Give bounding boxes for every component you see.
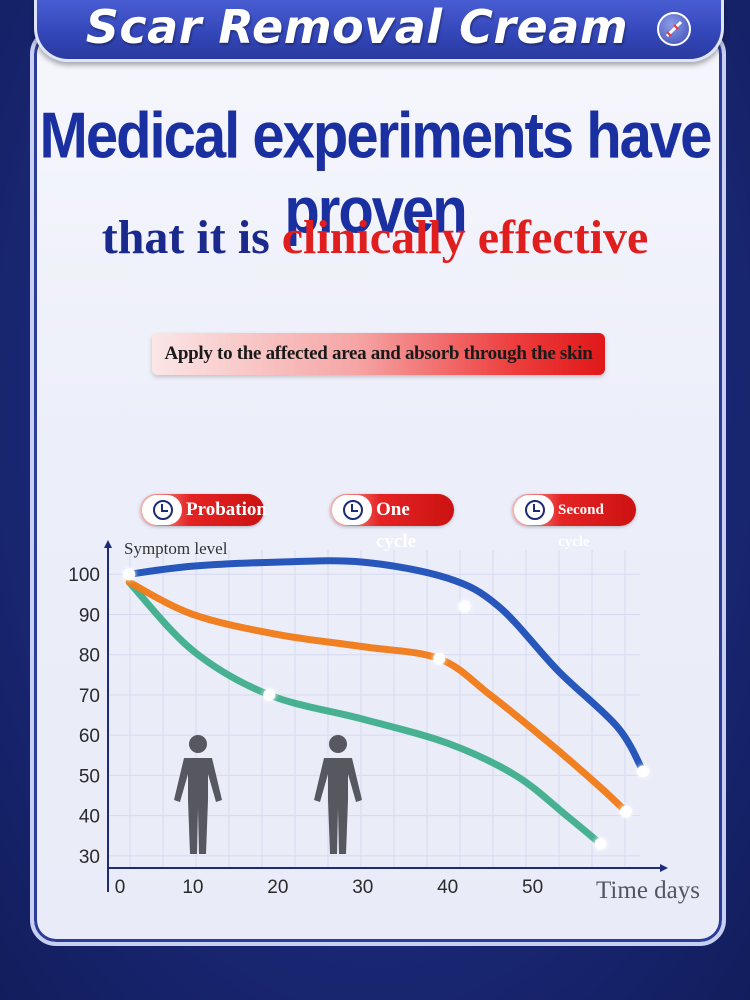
y-tick-label: 50: [79, 766, 100, 787]
chart-grid: [108, 550, 640, 868]
data-point-marker: [433, 652, 446, 665]
series-line-green: [125, 578, 605, 848]
y-tick-label: 40: [79, 807, 100, 828]
y-tick-label: 100: [68, 565, 100, 586]
y-tick-label: 70: [79, 686, 100, 707]
chart-labels: 30 40 50 60 70 80 90 100 0 10 20 30 40 50 Symptom leve…: [68, 539, 700, 904]
alarm-clock-icon: [332, 495, 372, 525]
phase-badge-second-cycle: Second cycle: [512, 494, 636, 550]
human-silhouette-icon: [174, 735, 222, 854]
alarm-clock-icon: [514, 495, 554, 525]
data-point-marker: [123, 568, 136, 581]
x-axis-arrow-icon: [660, 864, 668, 872]
y-tick-label: 60: [79, 726, 100, 747]
y-axis-arrow-icon: [104, 540, 112, 548]
syringe-icon: [657, 12, 691, 46]
series-line-orange: [125, 578, 630, 816]
header-banner: Scar Removal Cream: [34, 0, 724, 62]
data-point-marker: [263, 688, 276, 701]
phase-label: Second cycle: [558, 502, 604, 550]
data-point-marker: [458, 600, 471, 613]
apply-instruction-banner: Apply to the affected area and absorb th…: [152, 333, 605, 375]
x-axis-label: Time days: [596, 877, 700, 904]
series-line-blue: [125, 557, 647, 775]
data-point-marker: [620, 805, 633, 818]
data-point-marker: [594, 837, 607, 850]
y-axis-label: Symptom level: [124, 539, 228, 558]
x-tick-label: 40: [437, 877, 458, 898]
data-point-marker: [637, 765, 650, 778]
chart-series: [123, 557, 650, 850]
phase-label: Probation: [186, 499, 267, 520]
headline-effective-prefix: that it is: [101, 211, 282, 264]
x-tick-label: 30: [352, 877, 373, 898]
x-tick-label: 20: [267, 877, 288, 898]
x-tick-label: 10: [182, 877, 203, 898]
symptom-chart: 30 40 50 60 70 80 90 100 0 10 20 30 40 50 Symptom leve…: [68, 539, 700, 904]
alarm-clock-icon: [142, 495, 182, 525]
y-tick-label: 90: [79, 605, 100, 626]
human-silhouette-icon: [314, 735, 362, 854]
phase-badge-one-cycle: One cycle: [330, 494, 454, 552]
y-tick-label: 80: [79, 646, 100, 667]
headline-effective-highlight: clinically effective: [281, 211, 649, 264]
figure-silhouettes: [174, 735, 362, 854]
phase-badge-probation: Probation: [140, 494, 267, 526]
phase-label: One cycle: [376, 499, 417, 552]
x-tick-label: 0: [115, 877, 126, 898]
headline-proven: Medical experiments have proven: [39, 99, 713, 247]
x-tick-label: 50: [522, 877, 543, 898]
y-tick-label: 30: [79, 847, 100, 868]
chart-axes: [104, 540, 668, 892]
product-title: Scar Removal Cream: [85, 0, 629, 54]
headline-effective: that it is clinically effective: [30, 210, 720, 265]
